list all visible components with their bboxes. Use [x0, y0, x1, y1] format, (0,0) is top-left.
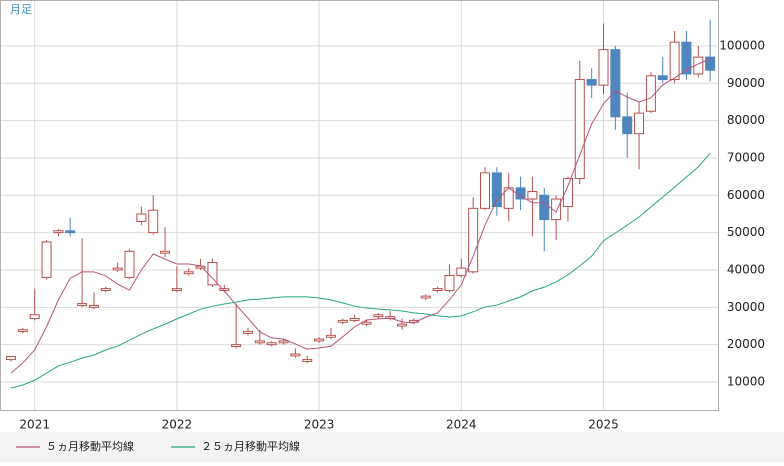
candle-body: [325, 334, 336, 338]
x-tick-label: 2021: [19, 418, 50, 432]
candle-body: [551, 198, 562, 221]
candle-body: [361, 321, 372, 325]
candle-body: [124, 250, 135, 278]
candle-body: [586, 79, 597, 86]
candle-body: [539, 194, 550, 221]
candle-body: [705, 56, 716, 71]
y-tick-label: 80000: [727, 113, 765, 127]
candle-body: [432, 288, 443, 292]
candle-body: [622, 116, 633, 135]
x-tick-label: 2025: [588, 418, 619, 432]
candle-body: [29, 314, 40, 320]
candle-body: [112, 267, 123, 271]
candle-body: [266, 342, 277, 346]
candle-body: [657, 75, 668, 81]
candle-body: [408, 319, 419, 323]
candle-body: [574, 79, 585, 179]
candle-body: [598, 49, 609, 86]
candle-body: [610, 49, 621, 118]
y-tick-label: 50000: [727, 225, 765, 239]
chart-title: 月足: [10, 3, 32, 16]
candle-body: [17, 329, 28, 333]
candle-body: [456, 267, 467, 277]
moving-average-line: [10, 58, 711, 374]
y-tick-label: 100000: [719, 38, 765, 52]
candle-body: [231, 344, 242, 348]
candle-body: [314, 338, 325, 342]
candle-body: [171, 288, 182, 292]
candle-body: [100, 288, 111, 292]
candle-body: [693, 56, 704, 75]
candle-body: [6, 356, 16, 361]
candle-body: [562, 177, 573, 207]
candle-body: [183, 271, 194, 275]
candle-body: [65, 230, 76, 234]
candle-body: [77, 303, 88, 306]
candle-body: [302, 359, 313, 362]
candle-body: [41, 241, 52, 278]
candle-body: [468, 207, 479, 273]
candle-body: [373, 314, 384, 318]
candle-body: [420, 295, 431, 299]
x-tick-label: 2023: [304, 418, 335, 432]
candle-body: [243, 331, 253, 334]
candle-body: [480, 172, 490, 209]
legend-label: ２５ヵ月移動平均線: [201, 439, 300, 453]
candle-body: [397, 323, 408, 327]
y-tick-label: 20000: [727, 337, 765, 351]
x-tick-label: 2022: [162, 418, 193, 432]
candle-body: [53, 230, 64, 234]
candle-body: [136, 213, 147, 222]
candle-body: [527, 191, 538, 200]
y-tick-label: 70000: [727, 150, 765, 164]
y-tick-label: 30000: [727, 300, 765, 314]
candle-body: [278, 340, 289, 344]
candle-body: [349, 318, 360, 321]
y-tick-label: 40000: [727, 262, 765, 276]
candle-body: [681, 41, 692, 75]
candle-body: [337, 319, 348, 323]
candle-body: [290, 353, 301, 357]
candle-body: [645, 75, 656, 112]
candle-body: [148, 209, 159, 234]
legend-bar: [0, 432, 784, 462]
candle-body: [634, 112, 645, 135]
candle-body: [88, 304, 99, 308]
legend-label: ５ヵ月移動平均線: [46, 439, 134, 453]
candle-body: [160, 250, 171, 254]
y-tick-label: 60000: [727, 188, 765, 202]
candle-body: [491, 172, 502, 207]
candle-body: [669, 41, 680, 81]
candle-body: [254, 340, 265, 344]
x-tick-label: 2024: [446, 418, 477, 432]
y-tick-label: 90000: [727, 76, 765, 90]
moving-average-line: [10, 152, 711, 389]
y-tick-label: 10000: [727, 374, 765, 388]
candle-body: [444, 275, 455, 292]
